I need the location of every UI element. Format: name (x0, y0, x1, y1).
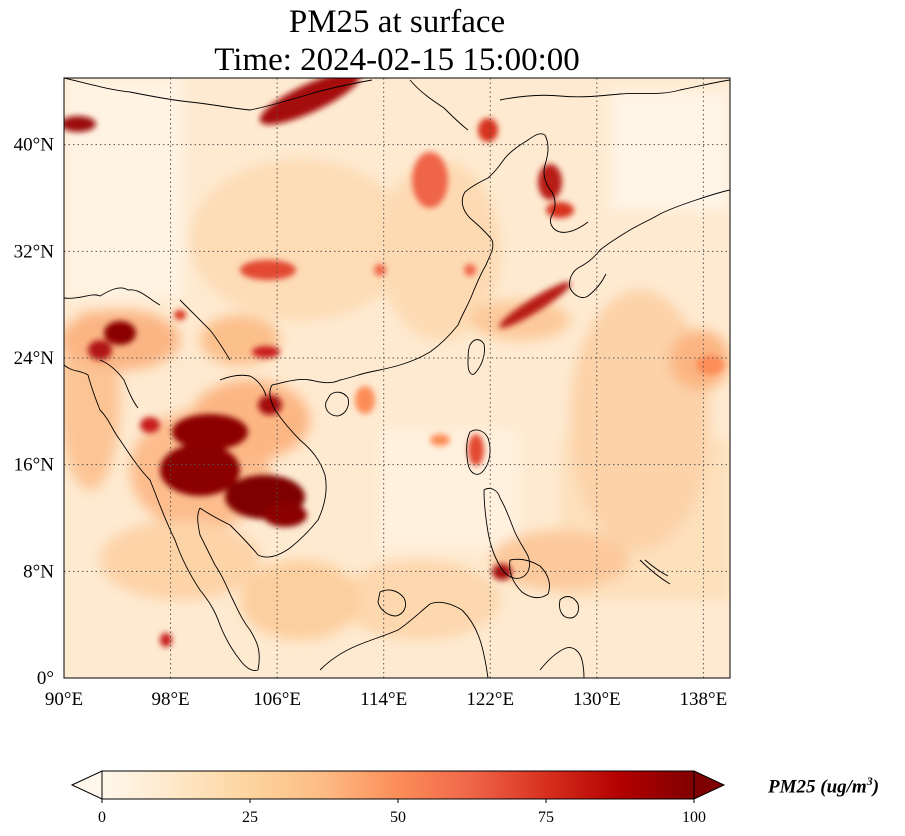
colorbar-ramp (102, 771, 694, 799)
lat-tick-label: 16°N (14, 455, 55, 476)
lon-tick-label: 138°E (680, 689, 728, 710)
lat-tick-label: 0° (37, 668, 54, 689)
pm25-field (64, 78, 730, 678)
colorbar-label-close: ) (872, 776, 880, 798)
lon-tick-label: 90°E (45, 689, 83, 710)
longitude-tick-labels: 90°E 98°E 106°E 114°E 122°E 130°E 138°E (45, 689, 727, 710)
colorbar-tick-label: 0 (98, 809, 106, 826)
lon-tick-label: 106°E (253, 689, 301, 710)
lat-tick-label: 32°N (14, 241, 55, 262)
colorbar-tick-label: 75 (538, 809, 554, 826)
coastlines (64, 78, 730, 678)
map-title: PM25 at surface (288, 4, 506, 40)
lon-tick-label: 114°E (360, 689, 407, 710)
lon-tick-label: 98°E (151, 689, 189, 710)
colorbar-extend-high (693, 770, 726, 800)
map-frame (63, 77, 731, 679)
colorbar-tick-label: 100 (682, 809, 706, 826)
colorbar-tick-label: 25 (242, 809, 258, 826)
lon-tick-label: 122°E (466, 689, 514, 710)
colorbar-label-name: PM25 (ug/m (768, 776, 867, 798)
map-time-subtitle: Time: 2024-02-15 15:00:00 (214, 42, 580, 78)
colorbar-tick-label: 50 (390, 809, 406, 826)
colorbar-extend-low (70, 770, 103, 800)
colorbar-label: PM25 (ug/m3) (768, 774, 879, 798)
colorbar: 0 25 50 75 100 (70, 770, 726, 826)
latitude-tick-labels: 0° 8°N 16°N 24°N 32°N 40°N (14, 135, 55, 689)
lon-tick-label: 130°E (573, 689, 621, 710)
lat-tick-label: 24°N (14, 348, 55, 369)
colorbar-ticks: 0 25 50 75 100 (98, 799, 706, 826)
colorbar-label-power: 3 (866, 774, 873, 788)
lat-tick-label: 8°N (23, 561, 54, 582)
lat-tick-label: 40°N (14, 135, 55, 156)
